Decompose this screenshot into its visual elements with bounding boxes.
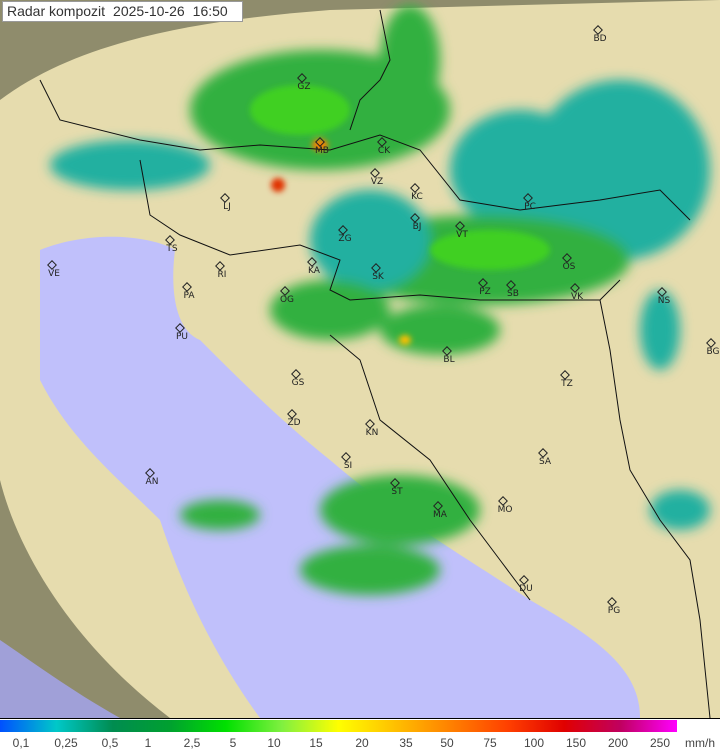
city-label: MA xyxy=(433,510,447,520)
city-label: OG xyxy=(279,295,295,305)
radar-map[interactable] xyxy=(0,0,720,719)
precipitation xyxy=(50,5,710,595)
city-label: PG xyxy=(607,606,621,616)
city-label: SI xyxy=(343,461,353,471)
city-label: AN xyxy=(145,477,159,487)
city-label: KC xyxy=(411,192,423,202)
city-label: MB xyxy=(315,146,329,156)
legend-label: 0,1 xyxy=(12,736,30,750)
city-label: TZ xyxy=(561,379,573,389)
heavy-precipitation xyxy=(250,85,550,345)
map-title: Radar kompozit 2025-10-26 16:50 xyxy=(2,1,243,22)
legend-label: 100 xyxy=(523,736,545,750)
city-label: PZ xyxy=(479,287,491,297)
legend-label: 75 xyxy=(483,736,497,750)
city-label: DU xyxy=(519,584,533,594)
city-label: ST xyxy=(391,487,403,497)
city-label: GS xyxy=(291,378,305,388)
city-label: SA xyxy=(538,457,552,467)
city-label: VK xyxy=(570,292,584,302)
city-label: ZG xyxy=(338,234,352,244)
city-label: BD xyxy=(593,34,607,44)
city-label: KA xyxy=(308,266,320,276)
legend-label: 15 xyxy=(309,736,323,750)
city-label: BG xyxy=(706,347,720,357)
legend-label: 2,5 xyxy=(183,736,201,750)
legend-label: 200 xyxy=(607,736,629,750)
city-label: SK xyxy=(372,272,384,282)
legend-label: 5 xyxy=(229,736,237,750)
city-label: NS xyxy=(657,296,671,306)
legend-unit: mm/h xyxy=(685,736,715,750)
city-label: TS xyxy=(166,244,178,254)
legend-labels: 0,1 0,25 0,5 1 2,5 5 10 15 20 35 50 75 1… xyxy=(0,736,720,750)
legend-label: 0,5 xyxy=(101,736,119,750)
borders xyxy=(39,9,711,719)
city-label: RI xyxy=(217,270,227,280)
adriatic-sea xyxy=(40,236,640,718)
sea-corner xyxy=(0,640,120,718)
legend-label: 50 xyxy=(440,736,454,750)
city-label: BL xyxy=(443,355,455,365)
city-label: SB xyxy=(507,289,519,299)
legend-label: 35 xyxy=(399,736,413,750)
city-label: VZ xyxy=(370,177,384,187)
city-label: PA xyxy=(183,291,195,301)
city-label: MO xyxy=(497,505,513,515)
legend-label: 250 xyxy=(649,736,671,750)
legend-label: 0,25 xyxy=(54,736,78,750)
legend-label: 20 xyxy=(355,736,369,750)
city-label: VE xyxy=(48,269,60,279)
title-time: 16:50 xyxy=(192,3,228,19)
city-label: VT xyxy=(456,230,468,240)
city-label: PU xyxy=(175,332,189,342)
city-label: LJ xyxy=(223,202,231,212)
title-date: 2025-10-26 xyxy=(113,3,185,19)
legend-label: 1 xyxy=(144,736,152,750)
legend-label: 10 xyxy=(267,736,281,750)
title-text: Radar kompozit xyxy=(7,3,106,19)
city-label: CK xyxy=(377,146,391,156)
city-label: GZ xyxy=(297,82,311,92)
city-label: PC xyxy=(524,202,536,212)
city-label: ZD xyxy=(287,418,301,428)
city-label: OS xyxy=(562,262,576,272)
city-label: KN xyxy=(365,428,379,438)
legend-color-bar xyxy=(0,720,677,732)
city-label: BJ xyxy=(412,222,422,232)
legend-label: 150 xyxy=(565,736,587,750)
